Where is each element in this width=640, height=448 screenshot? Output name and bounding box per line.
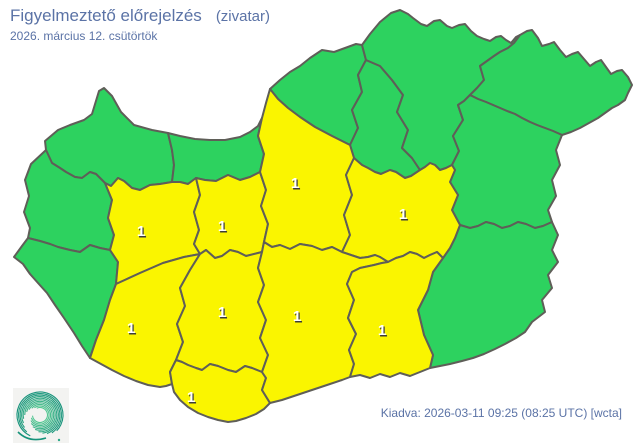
logo-spiral-ring: [21, 396, 59, 434]
issued-timestamp: Kiadva: 2026-03-11 09:25 (08:25 UTC) [wc…: [380, 406, 622, 420]
warning-level-shadow-baranya: 1: [188, 390, 196, 407]
county-komarom-esztergom[interactable]: [167, 117, 265, 185]
warning-level-shadow-pest: 1: [292, 176, 300, 193]
met-spiral-logo: [13, 388, 69, 443]
county-baranya[interactable]: [169, 359, 271, 423]
warning-level-label-jasz-nagykun-szolnok: 1: [399, 206, 407, 223]
warning-level-label-csongrad-csanad: 1: [378, 322, 386, 339]
logo-dot: [57, 438, 61, 442]
warning-level-label-bacs-kiskun: 1: [293, 308, 301, 325]
county-csongrad-csanad[interactable]: [346, 251, 444, 379]
warning-level-shadow-somogy: 1: [128, 321, 136, 338]
logo-spiral-ring: [28, 403, 52, 427]
warning-level-shadow-veszprem: 1: [138, 224, 146, 241]
logo-spiral-ring: [30, 405, 50, 425]
warning-level-label-somogy: 1: [127, 320, 135, 337]
logo-spiral-ring: [22, 397, 58, 433]
page-title: Figyelmeztető előrejelzés: [10, 6, 202, 25]
warning-level-shadow-csongrad-csanad: 1: [379, 323, 387, 340]
warning-level-label-tolna: 1: [218, 304, 226, 321]
warning-level-shadow-bacs-kiskun: 1: [294, 309, 302, 326]
logo-spiral-ring: [24, 399, 56, 431]
logo-spiral-ring: [19, 394, 61, 436]
county-szabolcs-szatmar-bereg[interactable]: [469, 29, 633, 136]
warning-level-label-baranya: 1: [187, 389, 195, 406]
warning-level-shadow-fejer: 1: [219, 219, 227, 236]
warning-level-label-fejer: 1: [218, 218, 226, 235]
warning-level-shadow-tolna: 1: [219, 305, 227, 322]
warning-level-label-pest: 1: [291, 175, 299, 192]
warning-level-shadow-jasz-nagykun-szolnok: 1: [400, 207, 408, 224]
page-header: Figyelmeztető előrejelzés (zivatar) 2026.…: [10, 6, 270, 43]
county-fejer[interactable]: [193, 171, 269, 259]
warning-level-label-veszprem: 1: [137, 223, 145, 240]
warning-type-label: (zivatar): [215, 8, 270, 25]
logo-spiral-tail: [17, 431, 47, 441]
forecast-date: 2026. március 12. csütörtök: [10, 29, 158, 43]
